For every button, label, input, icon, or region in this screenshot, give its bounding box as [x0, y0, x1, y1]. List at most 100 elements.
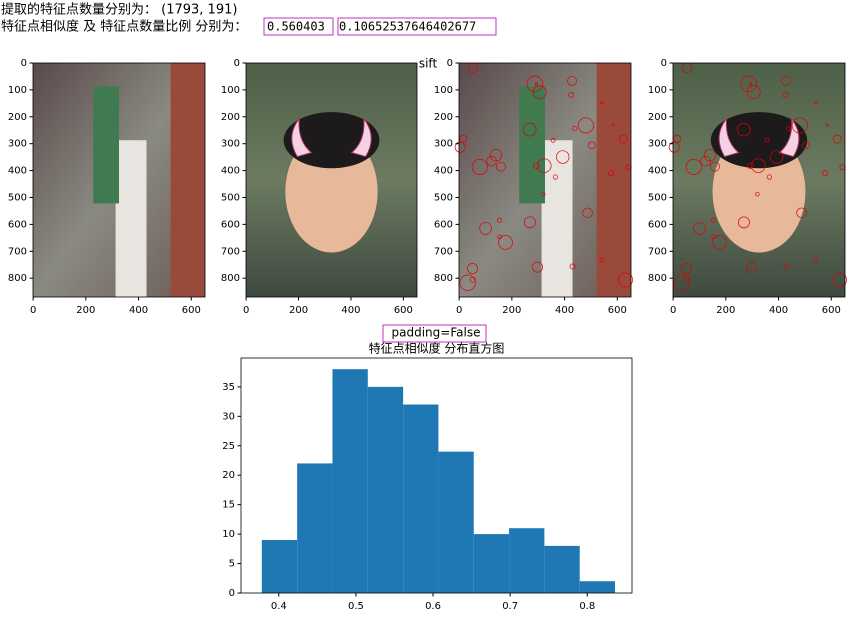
horn: [291, 116, 313, 158]
keypoint: [681, 263, 692, 275]
highlight-box: [382, 324, 487, 343]
keypoint: [454, 141, 466, 153]
keypoint: [479, 222, 492, 235]
keypoint: [467, 263, 478, 275]
horn: [718, 116, 740, 158]
keypoint: [496, 161, 506, 172]
x-tick-label: 200: [76, 305, 95, 316]
y-tick-label: 10: [222, 529, 235, 540]
y-tick-label: 600: [8, 219, 27, 230]
keypoint: [746, 85, 761, 100]
y-tick-label: 35: [222, 382, 235, 393]
x-tick-label: 0.6: [425, 601, 441, 612]
keypoint: [766, 174, 772, 180]
x-tick-label: 0: [30, 305, 36, 316]
horn: [778, 116, 800, 158]
keypoint: [552, 174, 558, 180]
keypoint: [791, 117, 808, 134]
y-tick-label: 0: [234, 58, 240, 69]
keypoint: [796, 207, 807, 219]
x-tick-label: 200: [716, 305, 735, 316]
keypoint: [802, 141, 810, 150]
y-tick-label: 700: [221, 246, 240, 257]
y-tick-label: 300: [434, 139, 453, 150]
histogram-bar: [509, 528, 545, 593]
y-tick-label: 500: [648, 192, 667, 203]
keypoint: [600, 100, 604, 105]
y-tick-label: 800: [221, 273, 240, 284]
y-tick-label: 700: [434, 246, 453, 257]
y-tick-label: 100: [434, 85, 453, 96]
x-tick-label: 600: [394, 305, 413, 316]
y-tick-label: 200: [221, 112, 240, 123]
keypoint: [813, 257, 819, 263]
chart-title: 特征点相似度 分布直方图: [369, 341, 505, 356]
similarity-value: 0.560403: [267, 20, 325, 34]
keypoint: [489, 148, 503, 162]
y-tick-label: 500: [8, 192, 27, 203]
y-tick-label: 0: [661, 58, 667, 69]
figure-title: sift: [419, 57, 438, 71]
wall: [596, 63, 631, 297]
keypoint: [532, 261, 543, 273]
highlight-box: [263, 17, 334, 36]
keypoint: [683, 276, 690, 283]
keypoint: [541, 192, 546, 197]
keypoint: [814, 100, 818, 105]
keypoint: [825, 123, 829, 127]
axes-frame: [672, 62, 846, 298]
histogram-bar: [297, 463, 333, 593]
keypoint: [572, 126, 578, 132]
keypoint: [748, 82, 753, 86]
keypoint: [668, 141, 680, 153]
histogram-bar: [579, 581, 616, 593]
y-tick-label: 15: [222, 500, 235, 511]
keypoint: [751, 158, 766, 173]
keypoint: [532, 85, 547, 100]
x-tick-label: 0.4: [271, 601, 287, 612]
output-line: 特征点相似度 及 特征点数量比例 分别为：: [1, 19, 247, 35]
y-tick-label: 300: [8, 139, 27, 150]
y-tick-label: 400: [434, 166, 453, 177]
x-tick-label: 200: [502, 305, 521, 316]
keypoint: [673, 134, 681, 143]
keypoint: [568, 91, 575, 98]
y-tick-label: 0: [229, 588, 235, 599]
x-tick-label: 200: [289, 305, 308, 316]
y-tick-label: 500: [221, 192, 240, 203]
y-tick-label: 800: [648, 273, 667, 284]
keypoint: [567, 76, 577, 86]
highlight-box: [337, 17, 497, 36]
axes-frame: [240, 357, 633, 594]
keypoint: [526, 75, 544, 93]
note: padding=False: [392, 326, 481, 340]
histogram-bar: [473, 534, 510, 593]
keypoint: [550, 137, 556, 143]
y-tick-label: 25: [222, 441, 235, 452]
keypoint: [533, 162, 540, 169]
y-tick-label: 600: [221, 219, 240, 230]
y-tick-label: 700: [648, 246, 667, 257]
keypoint: [459, 274, 476, 291]
x-tick-label: 0: [670, 305, 676, 316]
ratio-value: 0.10652537646402677: [339, 20, 476, 34]
keypoint: [496, 217, 502, 223]
y-tick-label: 400: [8, 166, 27, 177]
keypoint: [755, 192, 760, 197]
figure-person: [541, 140, 573, 297]
y-tick-label: 800: [434, 273, 453, 284]
keypoint: [471, 158, 488, 175]
keypoint: [608, 170, 615, 177]
keypoint: [524, 216, 536, 229]
y-tick-label: 500: [434, 192, 453, 203]
x-tick-label: 600: [182, 305, 201, 316]
keypoint: [577, 117, 594, 134]
hair: [283, 112, 380, 169]
y-tick-label: 600: [648, 219, 667, 230]
keypoint: [534, 82, 539, 86]
y-tick-label: 400: [648, 166, 667, 177]
keypoint: [469, 276, 476, 283]
y-tick-label: 100: [8, 85, 27, 96]
x-tick-label: 600: [822, 305, 841, 316]
